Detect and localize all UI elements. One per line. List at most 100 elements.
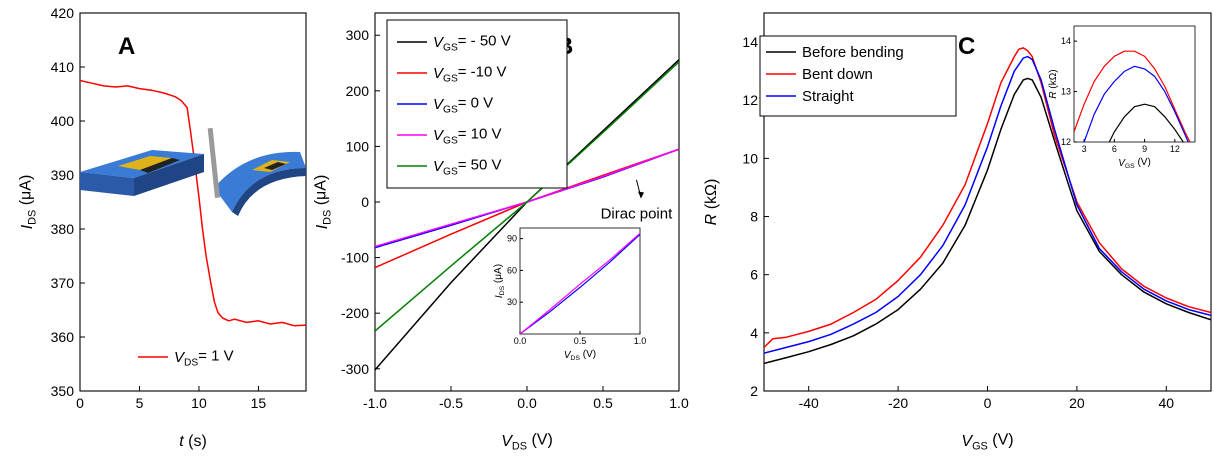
panel-b-inset-xtick-label: 1.0 — [634, 336, 647, 346]
panel-a-ylabel: IDS (μA) — [17, 175, 38, 230]
panel-c-inset-ytick-label: 12 — [1061, 137, 1071, 147]
panel-b-legend-label-1-sub: GS — [443, 73, 458, 84]
device-flat-electrode — [118, 156, 172, 170]
panel-c-ylabel-rest: (kΩ) — [703, 179, 720, 214]
panel-c-xtick-label: 20 — [1069, 395, 1085, 411]
panel-b-legend-label-4: VGS= 50 V — [433, 156, 502, 177]
panel-b-legend-label-2-main: V — [433, 96, 445, 113]
device-bent-illustration — [207, 127, 306, 216]
panel-c-inset-ylabel-main: R — [1048, 91, 1059, 98]
panel-c-inset-ylabel: R (kΩ) — [1048, 69, 1059, 98]
device-flat-side — [80, 172, 134, 196]
panel-c-legend-label-2: Straight — [802, 88, 855, 105]
panel-a-xtick-label: 5 — [136, 395, 144, 411]
panel-a-ytick-label: 360 — [51, 329, 75, 345]
panel-c-xlabel-sub: GS — [972, 440, 988, 452]
panel-c-legend-label-0: Before bending — [802, 44, 904, 61]
device-bent-front — [232, 168, 306, 216]
panel-b-xlabel: VDS (V) — [501, 431, 553, 452]
panel-c-ytick-label: 8 — [750, 209, 758, 225]
panel-c-xlabel: VGS (V) — [961, 431, 1013, 452]
panel-b-legend-label-3-sub: GS — [443, 135, 458, 146]
panel-c-inset-xtick-label: 12 — [1170, 144, 1180, 154]
panel-a-ytick-label: 390 — [51, 167, 75, 183]
panel-b-xtick-label: 1.0 — [669, 395, 689, 411]
panel-b-ytick-label: 0 — [361, 194, 369, 210]
panel-c-inset-xlabel: VGS (V) — [1118, 157, 1151, 170]
panel-b-xtick-label: 0.0 — [517, 395, 537, 411]
panel-a-xlabel-main: t — [179, 433, 184, 450]
panel-c-series-line-2 — [764, 55, 1211, 354]
panel-c-inset-ytick-label: 14 — [1061, 36, 1071, 46]
panel-c-inset-xlabel-sub: GS — [1125, 163, 1135, 170]
panel-a-xtick-label: 15 — [251, 395, 267, 411]
panel-b-ytick-label: 100 — [346, 138, 370, 154]
panel-c-legend-label-1: Bent down — [802, 66, 873, 83]
panel-b-xtick-label: -1.0 — [363, 395, 387, 411]
panel-b-legend-label-2-rest: = 0 V — [458, 94, 493, 111]
panel-b: -1.0 -0.5 0.0 0.5 1.0 -300 -200 -100 0 100 200 300 V… — [312, 12, 689, 452]
panel-b-legend-label-1-rest: = -10 V — [458, 63, 507, 80]
panel-b-legend-label-4-rest: = 50 V — [458, 156, 502, 173]
panel-b-inset-xlabel: VDS (V) — [564, 349, 596, 362]
device-bent-top — [214, 151, 306, 212]
panel-b-inset-ylabel: IDS (μA) — [493, 264, 506, 298]
device-flat-illustration — [80, 150, 204, 196]
panel-c-xtick-label: 40 — [1159, 395, 1175, 411]
panel-b-ytick-label: 200 — [346, 83, 370, 99]
panel-a-legend-label-0-rest: = 1 V — [198, 347, 233, 364]
panel-c-ytick-label: 6 — [750, 267, 758, 283]
panel-b-inset-bg — [520, 228, 640, 334]
panel-c-xtick-label: 0 — [984, 395, 992, 411]
panel-b-inset-ytick-label: 90 — [507, 234, 517, 244]
panel-c-legend-label-2-main: Straight — [802, 88, 855, 105]
panel-a-ytick-label: 350 — [51, 383, 75, 399]
panel-a-panel-label: A — [118, 33, 135, 60]
panel-b-inset-xlabel-sub: DS — [571, 355, 581, 362]
panel-b-inset-ylabel-sub: DS — [499, 285, 506, 295]
panel-c-ytick-label: 12 — [742, 92, 758, 108]
panel-c-ytick-label: 14 — [742, 34, 758, 50]
panel-b-ylabel-sub: DS — [321, 210, 333, 225]
panel-b-ylabel: IDS (μA) — [312, 175, 333, 230]
panel-a-ytick-label: 370 — [51, 275, 75, 291]
panel-b-legend-label-0-rest: = - 50 V — [458, 32, 511, 49]
panel-c-inset-ylabel-rest: (kΩ) — [1048, 69, 1059, 91]
panel-c-inset-ytick-label: 13 — [1061, 87, 1071, 97]
device-bent-channel — [264, 162, 286, 170]
panel-a-ylabel-rest: (μA) — [17, 175, 34, 210]
panel-b-inset-series-line-1 — [520, 232, 640, 334]
panel-c-inset-series-line-1 — [1083, 65, 1189, 142]
panel-c-legend-label-1-main: Bent down — [802, 66, 873, 83]
panel-b-inset-xtick-label: 0.0 — [514, 336, 527, 346]
panel-b-xtick-label: -0.5 — [439, 395, 463, 411]
panel-c-inset-xtick-label: 9 — [1142, 144, 1147, 154]
panel-b-annotation: Dirac point — [601, 206, 674, 223]
panel-b-legend-label-1: VGS= -10 V — [433, 63, 507, 84]
panel-a-series-line-0 — [80, 79, 306, 327]
panel-a-ytick-label: 420 — [51, 5, 75, 21]
panel-b-inset-ylabel-rest: (μA) — [493, 264, 504, 286]
panel-c-ylabel-main: R — [703, 213, 720, 225]
panel-c-ytick-label: 4 — [750, 325, 758, 341]
panel-a-ylabel-sub: DS — [26, 210, 38, 225]
device-flat-channel — [140, 158, 180, 173]
panel-b-xtick-label: 0.5 — [593, 395, 613, 411]
panel-c-inset-xtick-label: 6 — [1112, 144, 1117, 154]
panel-b-ytick-label: -200 — [341, 305, 369, 321]
panel-a-xtick-label: 10 — [191, 395, 207, 411]
panel-a-frame — [79, 12, 307, 392]
panel-b-inset-xtick-label: 0.5 — [574, 336, 587, 346]
panel-b-legend-label-3: VGS= 10 V — [433, 125, 502, 146]
panel-c-inset: 3 6 9 12 12 13 14 VGS (V) R (kΩ) — [1048, 25, 1196, 170]
needle — [207, 127, 220, 199]
panel-a-xtick-label: 0 — [76, 395, 84, 411]
panel-b-legend-label-3-rest: = 10 V — [458, 125, 502, 142]
panel-a-legend-label-0-main: V — [174, 349, 186, 366]
panel-c-inset-xlabel-rest: (V) — [1135, 157, 1151, 168]
panel-b-series-line-4 — [375, 61, 679, 332]
panel-b-legend-label-0-sub: GS — [443, 42, 458, 53]
